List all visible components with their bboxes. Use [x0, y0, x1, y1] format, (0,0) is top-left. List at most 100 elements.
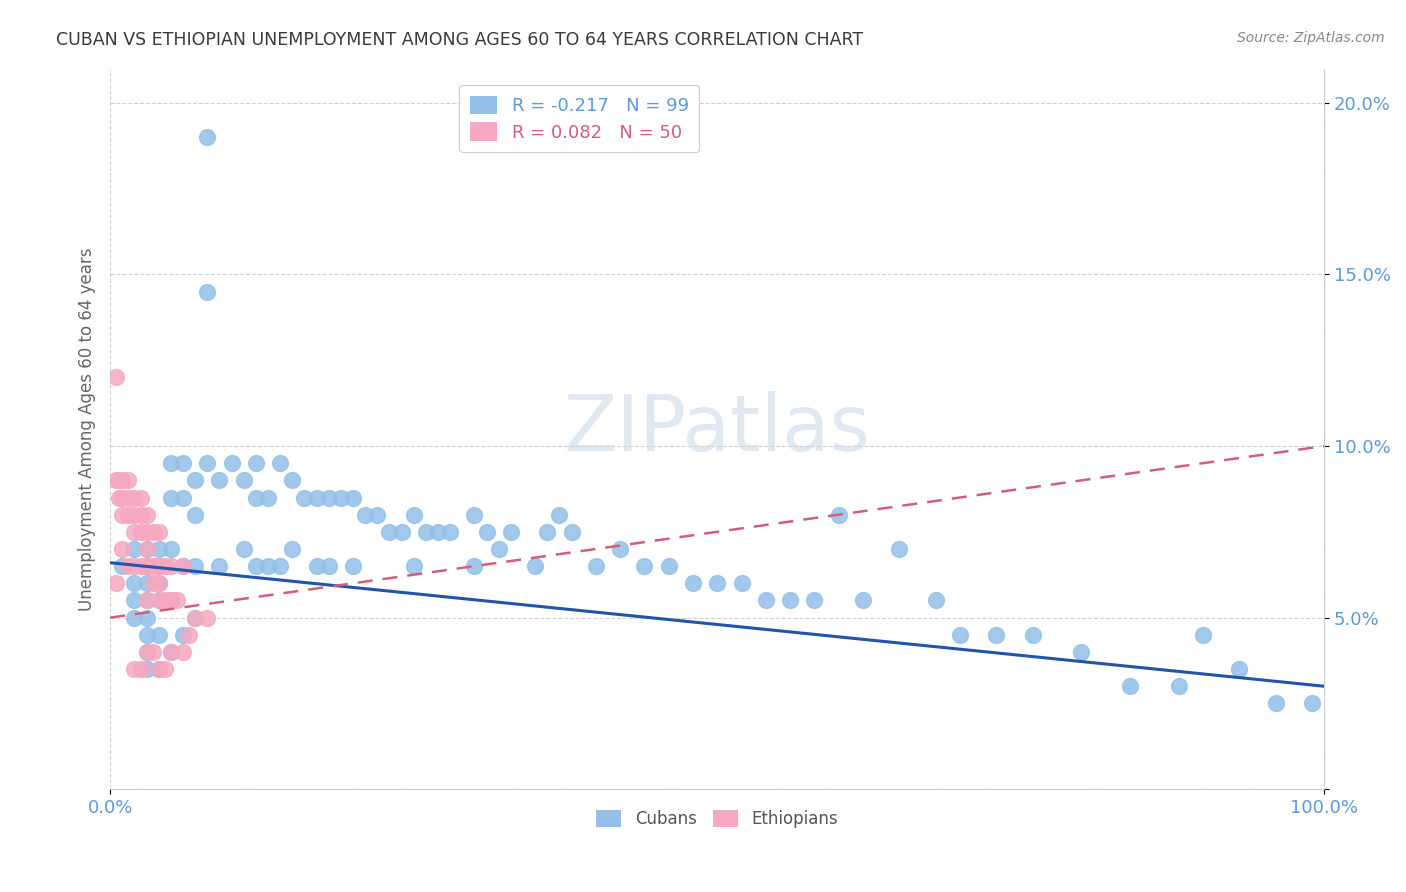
Point: [135, 541, 157, 556]
Point: [148, 593, 170, 607]
Point: [111, 559, 134, 574]
Point: [148, 559, 170, 574]
Point: [135, 610, 157, 624]
Point: [827, 508, 849, 522]
Y-axis label: Unemployment Among Ages 60 to 64 years: Unemployment Among Ages 60 to 64 years: [79, 247, 96, 611]
Point: [585, 559, 607, 574]
Point: [439, 524, 461, 539]
Point: [609, 541, 631, 556]
Point: [463, 559, 485, 574]
Point: [427, 524, 450, 539]
Point: [499, 524, 522, 539]
Point: [245, 559, 267, 574]
Point: [195, 285, 218, 299]
Point: [342, 491, 364, 505]
Point: [172, 491, 194, 505]
Point: [148, 524, 170, 539]
Point: [124, 662, 146, 676]
Point: [107, 491, 129, 505]
Point: [1167, 679, 1189, 693]
Point: [142, 559, 165, 574]
Point: [172, 456, 194, 470]
Point: [135, 559, 157, 574]
Point: [160, 541, 183, 556]
Point: [294, 491, 316, 505]
Point: [560, 524, 582, 539]
Point: [184, 610, 207, 624]
Point: [172, 559, 194, 574]
Point: [755, 593, 778, 607]
Point: [852, 593, 875, 607]
Point: [366, 508, 388, 522]
Point: [402, 559, 425, 574]
Point: [148, 628, 170, 642]
Point: [949, 628, 972, 642]
Point: [135, 508, 157, 522]
Point: [1070, 645, 1092, 659]
Point: [232, 474, 254, 488]
Point: [153, 662, 176, 676]
Point: [269, 559, 291, 574]
Point: [536, 524, 558, 539]
Point: [889, 541, 911, 556]
Point: [463, 508, 485, 522]
Point: [135, 628, 157, 642]
Point: [148, 576, 170, 591]
Point: [129, 559, 152, 574]
Point: [160, 645, 183, 659]
Point: [166, 593, 188, 607]
Point: [135, 576, 157, 591]
Point: [184, 559, 207, 574]
Point: [633, 559, 655, 574]
Point: [153, 593, 176, 607]
Point: [117, 559, 139, 574]
Point: [184, 610, 207, 624]
Point: [925, 593, 948, 607]
Point: [172, 628, 194, 642]
Point: [269, 456, 291, 470]
Point: [281, 541, 304, 556]
Point: [329, 491, 352, 505]
Point: [135, 559, 157, 574]
Point: [129, 662, 152, 676]
Point: [148, 559, 170, 574]
Point: [135, 524, 157, 539]
Point: [153, 559, 176, 574]
Point: [135, 645, 157, 659]
Point: [488, 541, 510, 556]
Point: [105, 370, 128, 384]
Point: [148, 593, 170, 607]
Point: [111, 491, 134, 505]
Point: [148, 662, 170, 676]
Point: [124, 559, 146, 574]
Point: [195, 130, 218, 145]
Point: [117, 508, 139, 522]
Point: [378, 524, 401, 539]
Point: [135, 662, 157, 676]
Point: [391, 524, 413, 539]
Point: [160, 593, 183, 607]
Point: [111, 508, 134, 522]
Point: [124, 593, 146, 607]
Point: [148, 662, 170, 676]
Point: [160, 645, 183, 659]
Point: [730, 576, 752, 591]
Point: [548, 508, 571, 522]
Point: [305, 491, 328, 505]
Point: [148, 541, 170, 556]
Point: [986, 628, 1008, 642]
Point: [124, 491, 146, 505]
Point: [1301, 697, 1323, 711]
Point: [1119, 679, 1142, 693]
Point: [124, 541, 146, 556]
Text: ZIPatlas: ZIPatlas: [564, 391, 870, 467]
Point: [124, 576, 146, 591]
Text: Source: ZipAtlas.com: Source: ZipAtlas.com: [1237, 31, 1385, 45]
Point: [117, 491, 139, 505]
Point: [135, 541, 157, 556]
Point: [1227, 662, 1250, 676]
Point: [172, 559, 194, 574]
Point: [184, 508, 207, 522]
Point: [318, 559, 340, 574]
Point: [245, 456, 267, 470]
